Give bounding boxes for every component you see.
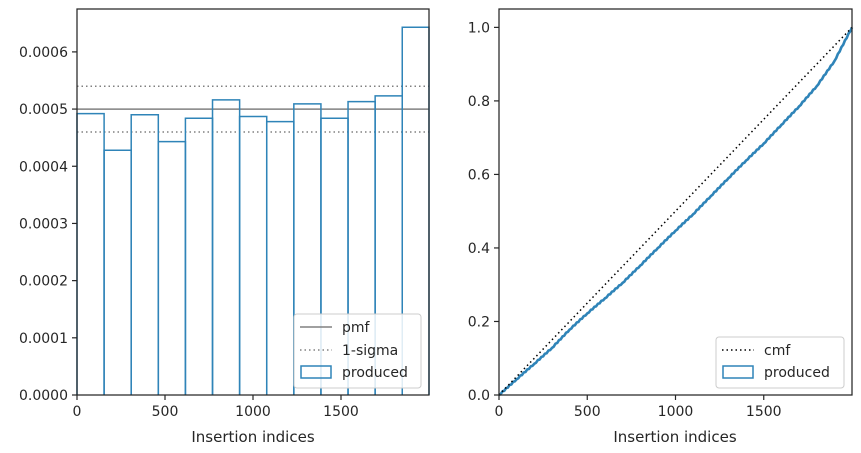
histogram-x-axis-label: Insertion indices xyxy=(191,428,314,446)
histogram-bar xyxy=(157,140,187,395)
legend-produced-swatch xyxy=(300,365,332,379)
cmf-y-tick-label: 0.4 xyxy=(468,241,490,257)
cmf-x-axis-label: Insertion indices xyxy=(613,428,736,446)
histogram-y-tick-label: 0.0003 xyxy=(19,216,68,232)
histogram-legend: pmf 1-sigma produced xyxy=(293,313,422,389)
histogram-y-tick-label: 0.0005 xyxy=(19,102,68,118)
histogram-bar xyxy=(184,117,214,395)
cmf-plot-area xyxy=(498,26,854,397)
cmf-y-ticks: 0.0 0.2 0.4 0.6 0.8 1.0 xyxy=(468,20,499,404)
histogram-plot-area xyxy=(76,26,430,395)
cmf-legend: cmf produced xyxy=(715,336,845,389)
histogram-x-tick-label: 1500 xyxy=(323,404,359,420)
histogram-y-ticks: 0.0000 0.0001 0.0002 0.0003 0.0004 0.0005 0.00… xyxy=(19,45,77,404)
cmf-legend-box xyxy=(715,336,845,389)
cmf-panel: 0 500 1000 1500 0.0 0.2 0.4 0.6 0.8 1.0 Insertio… xyxy=(468,8,854,446)
histogram-panel: 0 500 1000 1500 0.00000.00010.00020.00030.0… xyxy=(19,8,430,446)
histogram-y-tick-label: 0.0006 xyxy=(19,45,68,61)
histogram-x-ticks: 0 500 1000 1500 xyxy=(73,395,359,420)
histogram-bar xyxy=(265,120,295,395)
cmf-x-tick-label: 0 xyxy=(495,404,504,420)
histogram-y-tick-label: 0.0004 xyxy=(19,159,68,175)
cmf-y-tick-label: 0.8 xyxy=(468,94,490,110)
histogram-bar xyxy=(76,112,105,395)
histogram-x-tick-label: 1000 xyxy=(235,404,271,420)
histogram-bar xyxy=(211,99,241,395)
legend-sigma-label: 1-sigma xyxy=(342,343,398,359)
histogram-x-tick-label: 0 xyxy=(73,404,82,420)
produced-cdf-line xyxy=(498,26,854,397)
histogram-y-tick-label: 0.0001 xyxy=(19,331,68,347)
cmf-y-tick-label: 0.6 xyxy=(468,167,490,183)
histogram-bar xyxy=(130,114,160,395)
cmf-y-tick-label: 1.0 xyxy=(468,20,490,36)
legend-pmf-label: pmf xyxy=(342,320,371,336)
cmf-y-tick-label: 0.2 xyxy=(468,314,490,330)
legend-cmf-label: cmf xyxy=(764,343,791,359)
cmf-x-tick-label: 500 xyxy=(574,404,601,420)
cmf-x-tick-label: 1500 xyxy=(746,404,782,420)
histogram-y-tick-label: 0.0000 xyxy=(19,388,68,404)
legend-produced-label: produced xyxy=(342,365,408,381)
cmf-x-tick-label: 1000 xyxy=(658,404,694,420)
legend-cmf-produced-swatch xyxy=(722,365,754,379)
cmf-x-ticks: 0 500 1000 1500 xyxy=(495,395,782,420)
legend-cmf-produced-label: produced xyxy=(764,365,830,381)
histogram-bar xyxy=(238,115,268,395)
histogram-legend-box xyxy=(293,313,422,389)
histogram-y-tick-label: 0.0002 xyxy=(19,274,68,290)
histogram-bar xyxy=(103,149,132,395)
cmf-y-tick-label: 0.0 xyxy=(468,388,490,404)
histogram-x-tick-label: 500 xyxy=(152,404,179,420)
